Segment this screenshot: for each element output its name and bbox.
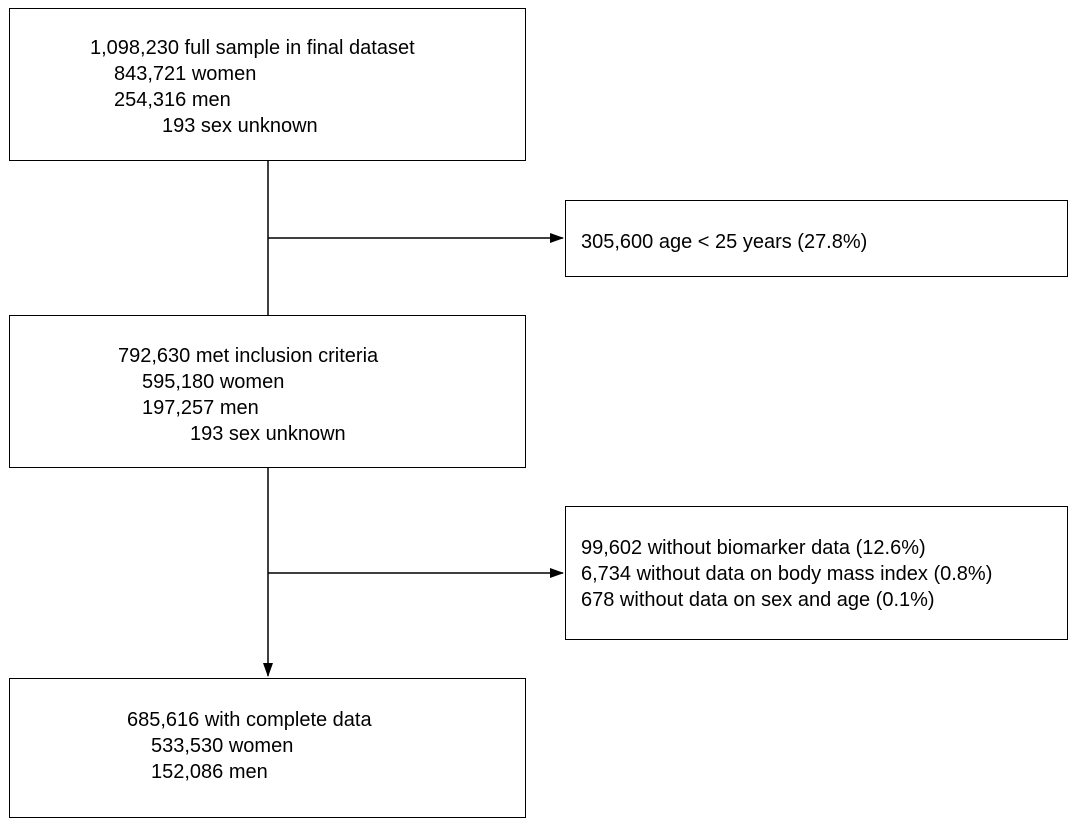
exclusion-bmi: 6,734 without data on body mass index (0… (581, 563, 993, 585)
age-exclusion-text: 305,600 age < 25 years (27.8%) (581, 231, 868, 253)
full-sample-men: 254,316 men (114, 89, 231, 111)
met-criteria-men: 197,257 men (142, 397, 259, 419)
complete-data-box: 685,616 with complete data 533,530 women… (9, 678, 526, 818)
full-sample-box: 1,098,230 full sample in final dataset 8… (9, 8, 526, 161)
complete-data-women: 533,530 women (151, 735, 294, 757)
met-criteria-unknown: 193 sex unknown (190, 423, 346, 445)
missing-data-exclusion-box: 99,602 without biomarker data (12.6%) 6,… (565, 506, 1068, 640)
full-sample-total: 1,098,230 full sample in final dataset (90, 37, 415, 59)
met-criteria-box: 792,630 met inclusion criteria 595,180 w… (9, 315, 526, 468)
exclusion-sex-age: 678 without data on sex and age (0.1%) (581, 589, 935, 611)
age-exclusion-box: 305,600 age < 25 years (27.8%) (565, 200, 1068, 277)
complete-data-total: 685,616 with complete data (127, 709, 372, 731)
complete-data-men: 152,086 men (151, 761, 268, 783)
met-criteria-total: 792,630 met inclusion criteria (118, 345, 379, 367)
met-criteria-women: 595,180 women (142, 371, 285, 393)
full-sample-unknown: 193 sex unknown (162, 115, 318, 137)
exclusion-biomarker: 99,602 without biomarker data (12.6%) (581, 537, 926, 559)
full-sample-women: 843,721 women (114, 63, 257, 85)
